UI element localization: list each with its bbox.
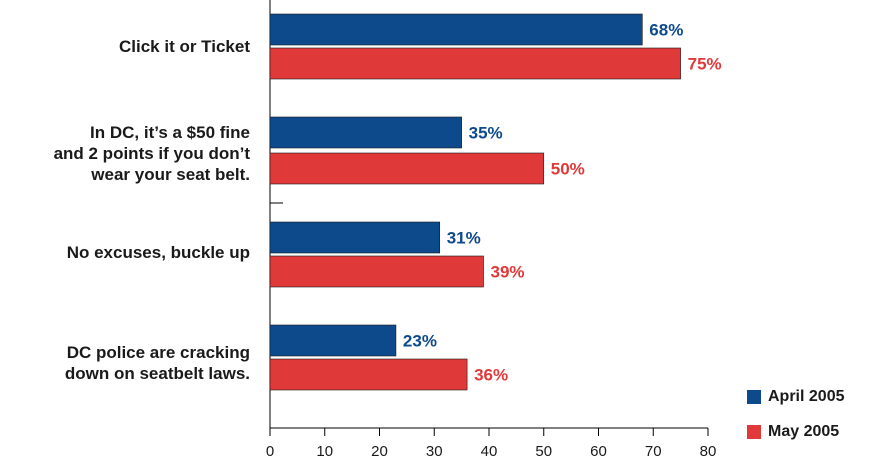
bar-april-2005 (269, 116, 462, 149)
category-label-fine: In DC, it’s a $50 fine and 2 points if y… (53, 123, 250, 184)
bar-april-2005 (269, 13, 643, 46)
value-label-may-2005: 39% (491, 263, 525, 282)
bar-may-2005 (269, 358, 468, 391)
chart-bars: 68% 35% 31% 23% 75% 50% 39% 36% (269, 13, 722, 391)
bar-april-2005 (269, 324, 397, 357)
x-tick-label: 80 (700, 443, 717, 460)
legend-swatch-april (747, 390, 761, 404)
bar-april-2005 (269, 221, 441, 254)
legend-label-april: April 2005 (768, 388, 845, 405)
x-tick-label: 20 (371, 443, 388, 460)
value-label-april-2005: 68% (649, 21, 683, 40)
x-tick-label: 0 (266, 443, 274, 460)
x-tick-label: 50 (535, 443, 552, 460)
x-tick-label: 70 (645, 443, 662, 460)
legend-swatch-may (747, 425, 761, 439)
category-label-click-it: Click it or Ticket (118, 37, 250, 56)
value-label-april-2005: 35% (469, 124, 503, 143)
bar-may-2005 (269, 47, 681, 80)
value-label-may-2005: 36% (474, 366, 508, 385)
value-label-may-2005: 75% (688, 55, 722, 74)
value-label-april-2005: 23% (403, 332, 437, 351)
legend-item-april: April 2005 (747, 388, 844, 406)
legend-label-may: May 2005 (768, 423, 840, 440)
chart-ticks: 0 10 20 30 40 50 60 70 80 (266, 428, 717, 460)
x-tick-label: 60 (590, 443, 607, 460)
legend-item-may: May 2005 (747, 423, 839, 441)
category-label-police: DC police are cracking down on seatbelt … (64, 343, 250, 383)
x-tick-label: 10 (316, 443, 333, 460)
x-tick-label: 40 (481, 443, 498, 460)
x-tick-label: 30 (426, 443, 443, 460)
category-label-no-excuses: No excuses, buckle up (66, 243, 250, 262)
value-label-may-2005: 50% (551, 160, 585, 179)
bar-may-2005 (269, 152, 545, 185)
bar-may-2005 (269, 255, 484, 288)
value-label-april-2005: 31% (447, 229, 481, 248)
